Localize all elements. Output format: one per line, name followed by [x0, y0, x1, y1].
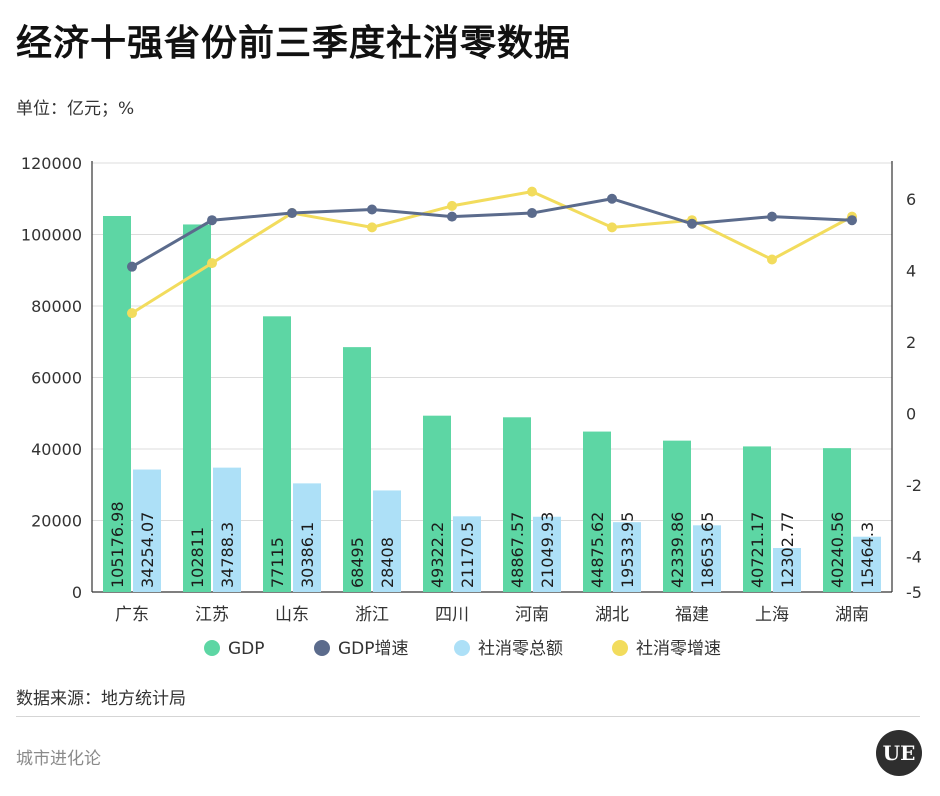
gdp-growth-point	[207, 215, 217, 226]
y2-tick-label: 2	[906, 333, 916, 352]
gdp-growth-point	[607, 193, 617, 204]
retail-value-label: 30386.1	[298, 522, 317, 588]
y2-tick-label: 4	[906, 261, 916, 280]
retail-bar	[613, 522, 641, 592]
retail-growth-point	[367, 222, 377, 233]
retail-growth-point	[447, 200, 457, 211]
gdp-bar	[183, 224, 211, 592]
chart-title: 经济十强省份前三季度社消零数据	[16, 23, 572, 64]
x-tick-label: 四川	[435, 605, 469, 625]
legend-marker	[314, 640, 330, 656]
legend-label: GDP增速	[338, 639, 409, 659]
x-tick-label: 福建	[675, 605, 709, 625]
legend-marker	[612, 640, 628, 656]
gdp-value-label: 102811	[188, 527, 207, 588]
y2-tick-label: 0	[906, 404, 916, 423]
legend-marker	[204, 640, 220, 656]
gdp-value-label: 40240.56	[828, 512, 847, 588]
gdp-bar	[263, 316, 291, 592]
y2-tick-label: -2	[906, 476, 922, 495]
x-tick-label: 江苏	[195, 605, 229, 625]
y2-tick-label: -4	[906, 547, 922, 566]
gdp-value-label: 68495	[348, 537, 367, 588]
retail-bar	[773, 548, 801, 592]
retail-bar	[693, 525, 721, 592]
gdp-bar	[583, 431, 611, 592]
gdp-bar	[663, 440, 691, 592]
y-tick-label: 40000	[31, 440, 82, 459]
retail-growth-point	[207, 258, 217, 269]
gdp-value-label: 49322.2	[428, 522, 447, 588]
retail-growth-point	[127, 308, 137, 319]
gdp-growth-line	[131, 197, 853, 268]
y2-tick-label: 6	[906, 190, 916, 209]
y-tick-label: 120000	[21, 154, 82, 173]
retail-value-label: 15464.3	[858, 522, 877, 588]
gdp-bar	[823, 448, 851, 592]
brand-name: 城市进化论	[16, 749, 101, 769]
y-tick-label: 80000	[31, 297, 82, 316]
retail-bar	[373, 490, 401, 592]
retail-value-label: 18653.65	[698, 512, 717, 588]
gdp-bar	[743, 446, 771, 592]
retail-bar	[133, 469, 161, 592]
x-tick-label: 浙江	[355, 605, 389, 625]
gdp-value-label: 105176.98	[108, 501, 127, 588]
footer-divider	[16, 716, 920, 717]
retail-growth-point	[767, 254, 777, 265]
x-tick-label: 山东	[275, 605, 309, 625]
y-tick-label: 60000	[31, 369, 82, 388]
gdp-value-label: 42339.86	[668, 512, 687, 588]
gdp-growth-point	[687, 218, 697, 229]
gdp-growth-point	[367, 204, 377, 215]
retail-bar	[533, 516, 561, 592]
retail-value-label: 34254.07	[138, 512, 157, 588]
x-tick-label: 广东	[115, 605, 149, 625]
gdp-value-label: 40721.17	[748, 512, 767, 588]
retail-growth-point	[527, 186, 537, 197]
legend-label: 社消零总额	[478, 639, 563, 659]
gdp-growth-point	[847, 215, 857, 226]
legend-label: GDP	[228, 639, 265, 659]
legend-label: 社消零增速	[636, 639, 721, 659]
retail-value-label: 19533.95	[618, 512, 637, 588]
gdp-value-label: 77115	[268, 537, 287, 588]
legend-marker	[454, 640, 470, 656]
retail-value-label: 28408	[378, 537, 397, 588]
gdp-bar	[503, 417, 531, 592]
retail-value-label: 34788.3	[218, 522, 237, 588]
y2-tick-label: -5	[906, 583, 922, 602]
gdp-growth-point	[527, 208, 537, 219]
gdp-value-label: 48867.57	[508, 512, 527, 588]
gdp-value-label: 44875.62	[588, 512, 607, 588]
gdp-growth-point	[767, 211, 777, 222]
retail-growth-point	[607, 222, 617, 233]
y-tick-label: 0	[72, 583, 82, 602]
x-tick-label: 湖南	[835, 605, 869, 625]
unit-label: 单位：亿元；%	[16, 99, 135, 119]
retail-value-label: 21170.5	[458, 522, 477, 588]
retail-bar	[453, 516, 481, 592]
retail-value-label: 21049.93	[538, 512, 557, 588]
x-tick-label: 上海	[755, 605, 789, 625]
y-tick-label: 20000	[31, 512, 82, 531]
gdp-bar	[343, 347, 371, 592]
gdp-growth-point	[287, 208, 297, 219]
retail-value-label: 12302.77	[778, 512, 797, 588]
gdp-growth-point	[127, 261, 137, 272]
retail-growth-line	[131, 190, 853, 315]
x-tick-label: 河南	[515, 605, 549, 625]
retail-bar	[293, 483, 321, 592]
data-source: 数据来源：地方统计局	[16, 689, 186, 709]
combo-chart: 0 20000 40000 60000 80000 100000 120000 -5 -4 -2 0…	[21, 154, 922, 659]
y-tick-label: 100000	[21, 226, 82, 245]
gdp-growth-point	[447, 211, 457, 222]
brand-logo: UE	[876, 730, 922, 776]
retail-bar	[853, 536, 881, 592]
gdp-bar	[423, 415, 451, 592]
gdp-bar	[103, 215, 131, 592]
x-tick-label: 湖北	[595, 605, 629, 625]
retail-bar	[213, 467, 241, 592]
